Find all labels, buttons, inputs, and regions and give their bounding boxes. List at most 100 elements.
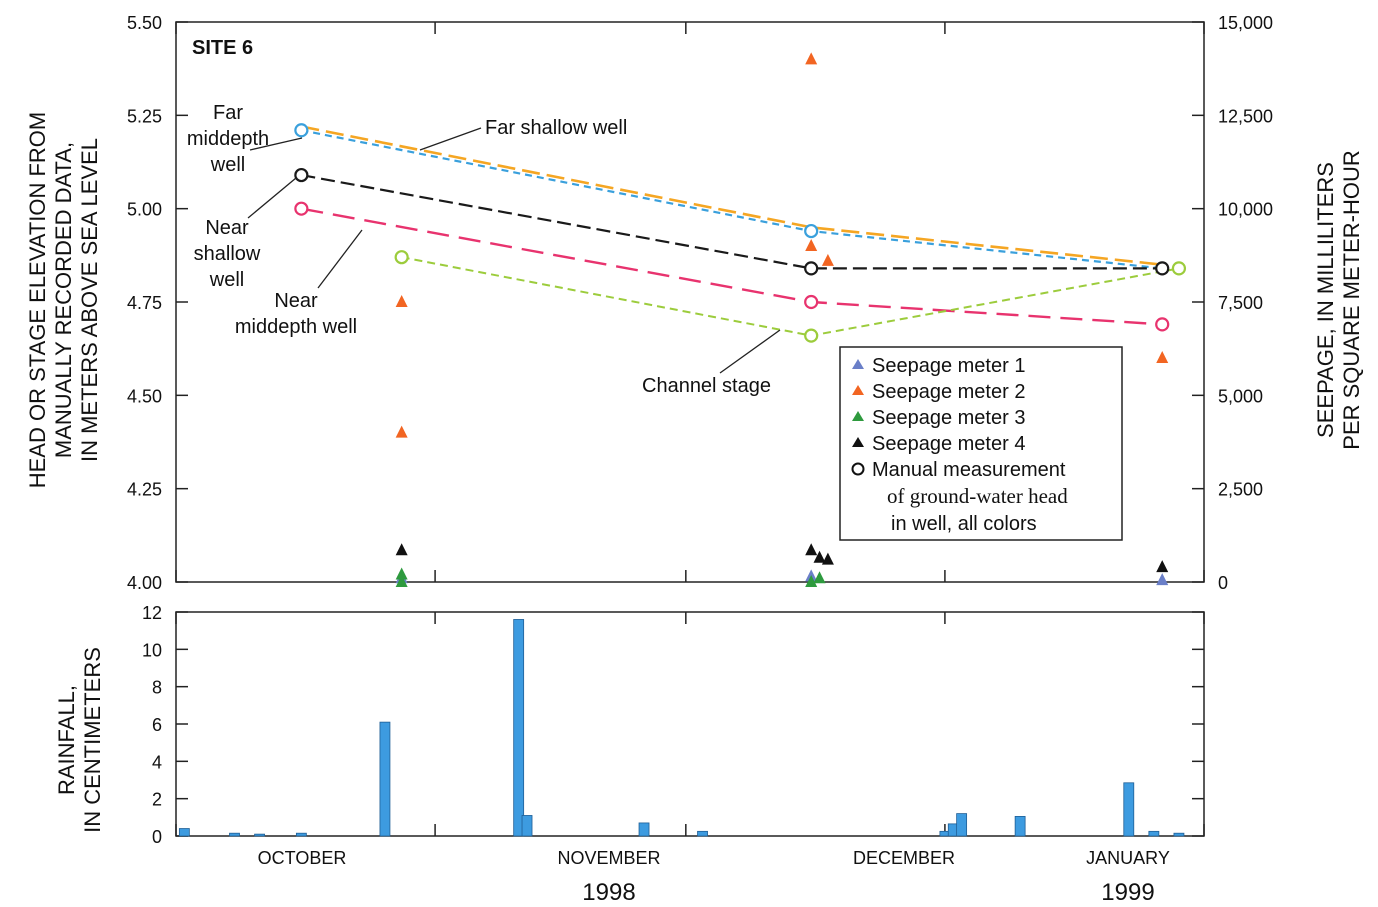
leader-far-shallow (419, 127, 482, 151)
rain-y-tick-label: 4 (152, 752, 162, 772)
rain-y-tick-label: 2 (152, 790, 162, 810)
line-far-shallow (301, 125, 1163, 266)
month-label-october: OCTOBER (258, 848, 347, 868)
head-y-tick-label: 4.00 (127, 573, 162, 593)
rain-bar (295, 832, 307, 837)
seepage-marker-meter-2 (805, 239, 818, 251)
seepage-marker-meter-3 (395, 575, 408, 587)
year-label-1998: 1998 (582, 879, 635, 906)
rain-bar (254, 833, 265, 837)
year-labels: 1998 1999 (582, 879, 1154, 906)
annotation-far-middepth-line3: well (210, 154, 245, 176)
seepage-marker-meter-4 (805, 543, 818, 556)
axes-layer: 4.00 4.25 4.50 4.75 5.00 5.25 5.50 0 2,500 5,000 7… (127, 13, 1273, 847)
rain-y-tick-label: 10 (142, 640, 162, 660)
month-label-november: NOVEMBER (557, 848, 660, 868)
left-axis-title-line2: MANUALLY RECORDED DATA, (51, 142, 76, 458)
legend-label-manual-line3: in well, all colors (891, 513, 1037, 535)
rain-bar (956, 813, 968, 837)
rain-y-tick-label: 12 (142, 603, 162, 623)
legend-label-seepage2: Seepage meter 2 (872, 381, 1025, 403)
right-axis-title: SEEPAGE, IN MILLILITERS PER SQUARE METER… (1313, 150, 1364, 449)
annotation-far-middepth-line2: middepth (187, 128, 269, 150)
left-axis-title-line1: HEAD OR STAGE ELEVATION FROM (25, 112, 50, 489)
annotation-near-middepth-line1: Near (274, 290, 318, 312)
seepage-marker-meter-4 (821, 552, 834, 565)
annotation-near-shallow-line2: shallow (194, 243, 261, 265)
manual-measurement-far-middepth (804, 223, 819, 239)
seepage-marker-meter-2 (805, 52, 818, 65)
seep-y-tick-label: 10,000 (1218, 200, 1273, 220)
rain-bar (1014, 816, 1026, 837)
seepage-marker-meter-2 (1156, 351, 1169, 363)
annotation-channel-stage-label: Channel stage (642, 375, 771, 397)
legend-label-seepage3: Seepage meter 3 (872, 407, 1025, 429)
rain-bar (178, 828, 190, 837)
legend-label-seepage4: Seepage meter 4 (872, 433, 1025, 455)
legend-marker-seepage1 (852, 359, 864, 369)
rain-bar (697, 830, 708, 837)
month-label-december: DECEMBER (853, 848, 955, 868)
right-axis-title-line2: PER SQUARE METER-HOUR (1339, 150, 1364, 449)
rain-axis-title-line1: RAINFALL, (54, 685, 79, 795)
legend-marker-manual (851, 462, 865, 476)
seep-y-tick-label: 12,500 (1218, 106, 1273, 126)
leader-near-middepth (317, 229, 363, 289)
head-y-tick-label: 4.50 (127, 386, 162, 406)
rain-bar (229, 832, 240, 837)
month-labels: OCTOBER NOVEMBER DECEMBER JANUARY (258, 848, 1170, 868)
manual-measurement-near-shallow (1155, 261, 1170, 276)
legend-marker-seepage2 (852, 385, 864, 395)
seepage-marker-meter-2 (821, 253, 834, 266)
manual-measurement-channel (394, 250, 409, 265)
manual-measurement-near-middepth (1155, 317, 1170, 332)
seepage-marker-meter-2 (395, 425, 408, 438)
rain-y-tick-label: 8 (152, 678, 162, 698)
rain-bar (1123, 782, 1135, 837)
seepage-marker-meter-2 (395, 295, 408, 307)
manual-measurement-channel (1171, 261, 1187, 276)
lines-layer (301, 125, 1180, 337)
rain-bar (1148, 830, 1160, 837)
rain-axis-title: RAINFALL, IN CENTIMETERS (54, 647, 105, 833)
seep-y-tick-label: 15,000 (1218, 13, 1273, 33)
manual-measurement-far-middepth (294, 123, 309, 138)
rain-y-tick-label: 0 (152, 827, 162, 847)
head-y-tick-label: 5.25 (127, 106, 162, 126)
legend-label-seepage1: Seepage meter 1 (872, 355, 1025, 377)
annotation-far-shallow-label: Far shallow well (485, 117, 627, 139)
legend-marker-seepage4 (852, 437, 864, 447)
manual-measurement-near-middepth (294, 201, 309, 216)
legend-label-manual-line1: Manual measurement (872, 459, 1066, 481)
annotation-channel-stage: Channel stage (642, 329, 781, 397)
rain-bar (638, 822, 650, 837)
rain-axis-title-line2: IN CENTIMETERS (80, 647, 105, 833)
month-label-january: JANUARY (1086, 848, 1170, 868)
head-y-tick-label: 4.25 (127, 480, 162, 500)
leader-far-middepth (249, 137, 303, 151)
legend-box (839, 346, 1123, 541)
seepage-marker-meter-3 (805, 575, 818, 587)
annotation-near-shallow-line3: well (209, 269, 244, 291)
right-axis-title-line1: SEEPAGE, IN MILLILITERS (1313, 162, 1338, 438)
manual-measurement-channel (804, 328, 819, 343)
seep-y-tick-label: 7,500 (1218, 293, 1263, 313)
seepage-marker-meter-3 (395, 567, 408, 580)
manual-measurement-near-shallow (804, 261, 819, 276)
seepage-marker-meter-4 (813, 550, 826, 563)
annotation-far-shallow: Far shallow well (419, 117, 627, 151)
annotation-near-middepth-line2: middepth well (235, 316, 357, 338)
annotation-near-shallow: Near shallow well (194, 177, 297, 291)
seep-y-tick-label: 5,000 (1218, 386, 1263, 406)
seepage-marker-meter-4 (395, 543, 408, 556)
leader-channel-stage (719, 329, 781, 374)
annotation-near-middepth: Near middepth well (235, 229, 363, 338)
annotation-far-middepth-line1: Far (213, 102, 243, 124)
leader-near-shallow (247, 177, 297, 219)
seepage-marker-meter-3 (813, 571, 826, 584)
head-y-tick-label: 5.00 (127, 200, 162, 220)
line-near-shallow (301, 173, 1163, 270)
site-label: SITE 6 (192, 37, 253, 59)
legend-marker-seepage3 (852, 411, 864, 421)
